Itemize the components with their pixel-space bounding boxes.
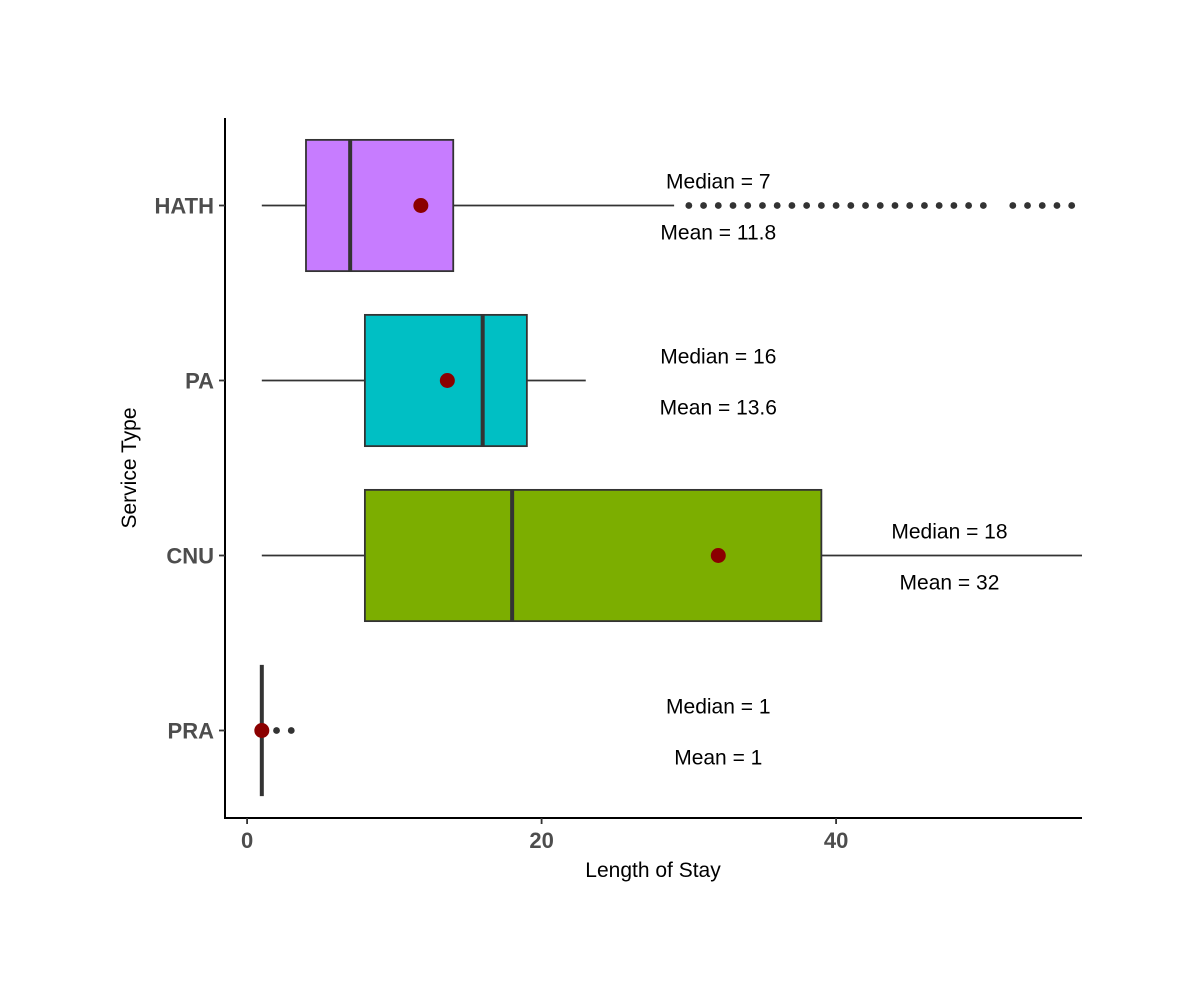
outlier-point-hath-20 — [979, 202, 987, 209]
outlier-point-hath-14 — [891, 202, 899, 209]
box-pra — [254, 664, 295, 797]
box-hath — [261, 138, 1076, 273]
y-tick-label-hath: HATH — [155, 194, 214, 219]
mean-annotation-pa: Mean = 13.6 — [660, 397, 777, 420]
outlier-point-hath-2 — [714, 202, 722, 209]
annotations-layer: Median = 7 Mean = 11.8 Median = 16 Mean = 1… — [660, 171, 1008, 770]
ticks-layer: HATH PA CNU PRA 0 20 40 — [155, 194, 849, 854]
outlier-point-hath-5 — [759, 202, 766, 209]
outlier-point-hath-9 — [817, 202, 825, 209]
x-tick-label-20: 20 — [529, 828, 553, 853]
box-rect-hath — [305, 138, 455, 273]
box-pa — [261, 313, 586, 448]
outlier-point-hath-15 — [906, 202, 914, 209]
y-tick-label-pa: PA — [185, 369, 214, 394]
median-annotation-cnu: Median = 18 — [891, 521, 1007, 544]
outlier-point-hath-17 — [935, 202, 943, 209]
outlier-point-hath-16 — [921, 202, 928, 209]
outlier-point-hath-18 — [950, 202, 958, 209]
x-axis-title: Length of Stay — [585, 859, 721, 882]
mean-marker-pra — [254, 723, 270, 738]
median-annotation-pa: Median = 16 — [660, 346, 776, 369]
median-annotation-pra: Median = 1 — [666, 696, 771, 719]
y-axis-title: Service Type — [118, 407, 141, 528]
outlier-point-hath-1 — [700, 202, 707, 209]
mean-marker-cnu — [710, 548, 726, 563]
mean-annotation-cnu: Mean = 32 — [900, 572, 1000, 595]
outlier-point-hath-23 — [1038, 202, 1046, 209]
outlier-point-hath-22 — [1024, 202, 1031, 209]
box-rect-cnu — [363, 488, 823, 623]
y-tick-label-pra: PRA — [168, 719, 215, 744]
outlier-point-hath-24 — [1053, 202, 1061, 209]
outlier-point-hath-7 — [788, 202, 796, 209]
outlier-point-hath-11 — [847, 202, 855, 209]
box-cnu — [261, 488, 1082, 623]
mean-annotation-pra: Mean = 1 — [674, 747, 762, 770]
outlier-point-hath-21 — [1009, 202, 1017, 209]
x-tick-label-0: 0 — [241, 828, 253, 853]
mean-marker-pa — [439, 373, 455, 388]
mean-annotation-hath: Mean = 11.8 — [660, 222, 776, 245]
mean-marker-hath — [413, 198, 429, 213]
outlier-point-hath-0 — [685, 202, 693, 209]
outlier-point-hath-12 — [862, 202, 869, 209]
outlier-point-hath-19 — [965, 202, 973, 209]
y-tick-label-cnu: CNU — [166, 544, 214, 569]
axes-layer — [224, 118, 1082, 819]
outlier-point-hath-13 — [876, 202, 884, 209]
outlier-point-pra-1 — [287, 727, 295, 734]
outlier-point-hath-3 — [729, 202, 737, 209]
outlier-point-hath-4 — [744, 202, 752, 209]
outlier-point-hath-10 — [832, 202, 840, 209]
boxes-layer — [254, 138, 1082, 797]
outlier-point-pra-0 — [273, 727, 280, 734]
outlier-point-hath-6 — [773, 202, 781, 209]
outlier-point-hath-8 — [803, 202, 811, 209]
median-annotation-hath: Median = 7 — [666, 171, 771, 194]
x-tick-label-40: 40 — [824, 828, 848, 853]
outlier-point-hath-25 — [1068, 202, 1076, 209]
